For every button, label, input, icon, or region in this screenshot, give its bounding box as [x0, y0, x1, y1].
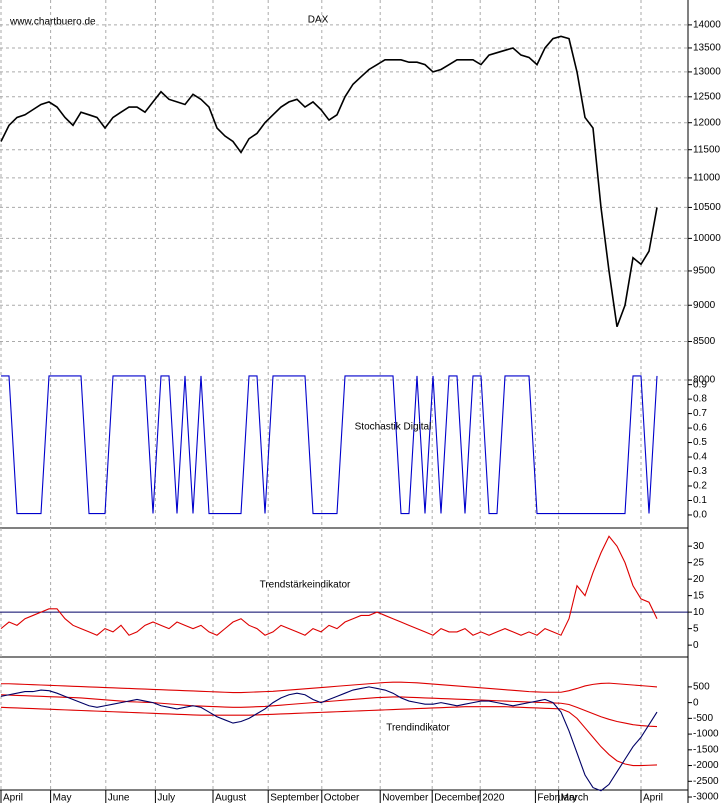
y-tick-label: 12000: [693, 117, 721, 128]
y-tick-label: 0.3: [693, 466, 707, 477]
y-tick-label: -1500: [693, 744, 719, 755]
y-tick-label: 9000: [693, 300, 716, 311]
y-tick-label: 0.6: [693, 423, 707, 434]
x-tick-label: May: [53, 793, 72, 803]
y-tick-label: 13500: [693, 43, 721, 54]
y-tick-label: 8000: [693, 375, 716, 386]
y-tick-label: 0.5: [693, 437, 707, 448]
y-tick-label: -2000: [693, 760, 719, 771]
y-tick-label: 9500: [693, 266, 716, 277]
x-tick-label: October: [324, 793, 360, 803]
watermark: www.chartbuero.de: [9, 17, 96, 28]
y-tick-label: 12500: [693, 91, 721, 102]
y-tick-label: 0.7: [693, 408, 707, 419]
series-line: [0, 35, 658, 328]
y-tick-label: -500: [693, 713, 713, 724]
y-tick-label: 10000: [693, 233, 721, 244]
x-tick-label: February: [537, 793, 577, 803]
series-line: [0, 706, 658, 767]
x-tick-label: November: [382, 793, 429, 803]
x-tick-label: March: [561, 793, 589, 803]
y-tick-label: 0: [693, 640, 699, 651]
x-tick-label: 2020: [482, 793, 505, 803]
y-tick-label: -1000: [693, 729, 719, 740]
y-tick-label: 8500: [693, 336, 716, 347]
x-tick-label: August: [215, 793, 246, 803]
y-tick-label: 13000: [693, 67, 721, 78]
panel-label: Trendindikator: [386, 723, 450, 734]
series-line: [0, 686, 658, 792]
x-tick-label: April: [3, 793, 23, 803]
y-tick-label: 11000: [693, 173, 721, 184]
y-tick-label: 0.9: [693, 379, 707, 390]
chart-title: DAX: [308, 15, 329, 26]
y-tick-label: 0.8: [693, 394, 707, 405]
y-tick-label: 11500: [693, 144, 721, 155]
y-tick-label: 10500: [693, 202, 721, 213]
panel-label: Stochastik Digital: [355, 422, 432, 433]
y-tick-label: 25: [693, 557, 705, 568]
x-tick-label: June: [108, 793, 130, 803]
y-tick-label: 30: [693, 541, 705, 552]
y-tick-label: 0.4: [693, 452, 707, 463]
y-tick-label: 10: [693, 607, 705, 618]
y-tick-label: 14000: [693, 20, 721, 31]
y-tick-label: 0: [693, 697, 699, 708]
y-tick-label: -3000: [693, 792, 719, 803]
x-tick-label: April: [643, 793, 663, 803]
y-tick-label: 0.2: [693, 481, 707, 492]
y-tick-label: 20: [693, 574, 705, 585]
y-tick-label: -2500: [693, 776, 719, 787]
series-line: [1, 681, 658, 694]
x-tick-label: July: [157, 793, 175, 803]
y-tick-label: 0.0: [693, 510, 707, 521]
series-line: [0, 535, 658, 636]
y-tick-label: 500: [693, 682, 710, 693]
y-tick-label: 5: [693, 623, 699, 634]
series-line: [0, 694, 658, 728]
y-tick-label: 15: [693, 590, 705, 601]
y-tick-label: 0.1: [693, 495, 707, 506]
panel-label: Trendstärkeindikator: [260, 580, 351, 591]
x-tick-label: September: [270, 793, 320, 803]
series-line: [1, 375, 658, 515]
x-tick-label: December: [434, 793, 481, 803]
